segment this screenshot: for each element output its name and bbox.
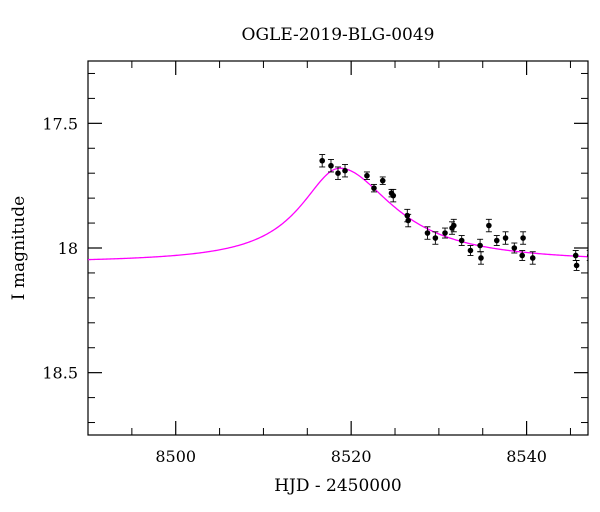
y-tick-label: 18.5 [42, 364, 78, 383]
data-marker [424, 230, 431, 236]
data-marker [342, 167, 348, 174]
data-point [502, 231, 509, 245]
axis-ticks [87, 61, 588, 435]
data-point [477, 238, 484, 253]
data-point [529, 251, 536, 265]
plot-area [87, 60, 589, 436]
data-point [485, 218, 492, 233]
x-axis-label: HJD - 2450000 [274, 476, 402, 496]
data-marker [519, 252, 526, 259]
data-point [319, 154, 326, 168]
data-point [458, 235, 465, 246]
data-marker [502, 235, 509, 241]
data-marker [477, 242, 483, 249]
y-tick-label: 17.5 [42, 114, 78, 133]
chart-title: OGLE-2019-BLG-0049 [242, 25, 435, 45]
y-axis-label: I magnitude [9, 196, 29, 300]
data-marker [432, 235, 439, 241]
data-marker [586, 253, 588, 258]
labels: OGLE-2019-BLG-0049 HJD - 2450000 I magni… [9, 25, 547, 496]
data-marker [572, 252, 579, 259]
data-marker [458, 237, 465, 244]
data-point [432, 231, 439, 245]
data-marker [486, 222, 492, 229]
data-point [424, 226, 431, 240]
data-marker [390, 192, 397, 199]
data-marker [442, 230, 448, 236]
data-point [450, 218, 457, 233]
data-point [327, 159, 334, 173]
data-point [573, 260, 580, 271]
data-marker [328, 162, 334, 169]
data-point [586, 250, 588, 261]
data-marker [478, 255, 484, 261]
data-marker [450, 222, 457, 229]
data-marker [529, 255, 536, 261]
data-point [363, 171, 370, 180]
data-point [493, 235, 500, 246]
data-marker [511, 245, 518, 251]
data-point [390, 188, 397, 203]
tick-labels: 8500 8520 8540 17.5 18 18.5 [42, 114, 547, 466]
x-tick-label: 8520 [331, 447, 372, 466]
data-marker [587, 262, 588, 264]
data-marker [493, 237, 500, 244]
data-marker [404, 212, 411, 219]
data-marker [319, 157, 326, 164]
x-tick-label: 8500 [155, 447, 196, 466]
data-point [342, 164, 349, 178]
data-points [319, 154, 588, 271]
data-point [370, 183, 377, 193]
data-point [520, 231, 527, 245]
data-marker [364, 172, 370, 179]
data-point [572, 250, 579, 261]
data-point [405, 213, 412, 228]
data-point [335, 166, 341, 180]
data-marker [379, 177, 386, 184]
data-marker [335, 170, 341, 176]
y-tick-label: 18 [58, 239, 78, 258]
data-point [587, 257, 588, 269]
data-marker [371, 185, 377, 191]
data-point [467, 245, 474, 256]
data-point [379, 176, 386, 185]
data-marker [467, 247, 474, 254]
data-marker [520, 235, 526, 241]
data-marker [573, 262, 580, 269]
data-point [442, 227, 449, 239]
data-point [511, 242, 518, 254]
data-point [519, 250, 526, 261]
x-tick-label: 8540 [506, 447, 547, 466]
data-point [477, 251, 484, 265]
data-marker [405, 217, 411, 224]
